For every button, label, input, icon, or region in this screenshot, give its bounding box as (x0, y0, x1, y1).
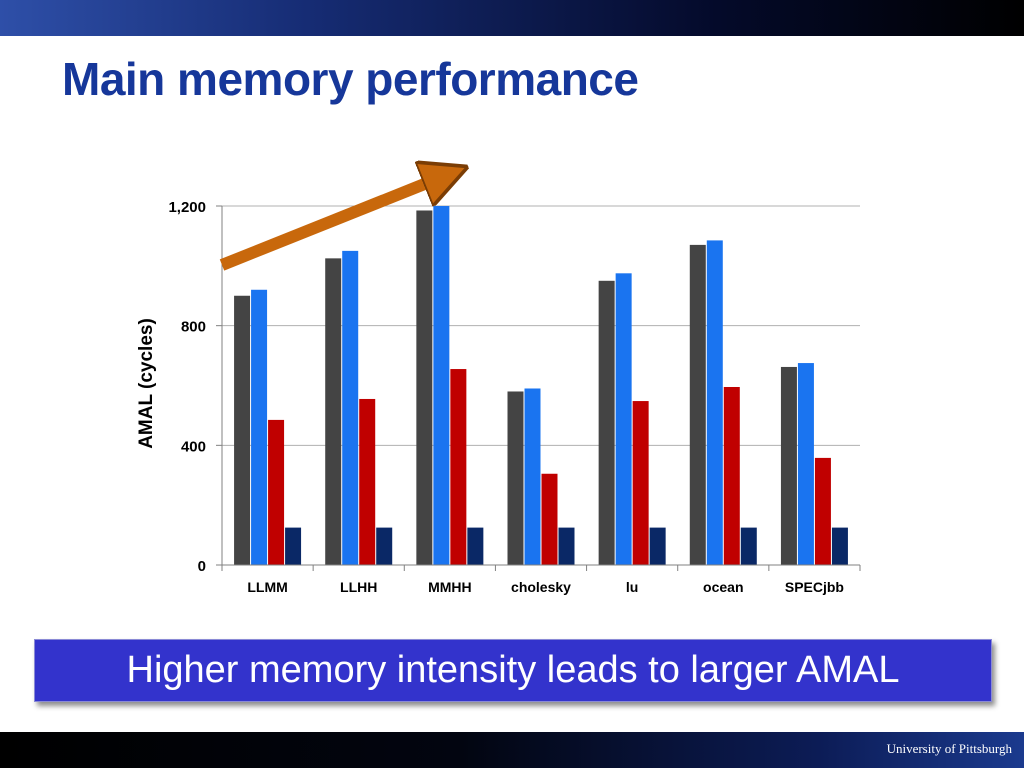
bar-ocean-s2 (706, 240, 723, 565)
footer-institution: University of Pittsburgh (886, 741, 1012, 756)
bar-LLHH-s2 (342, 250, 359, 565)
bar-ocean-s4 (740, 527, 757, 565)
x-tick-label: lu (626, 579, 638, 595)
bar-ocean-s3 (723, 386, 740, 565)
y-axis-label: AMAL (cycles) (136, 318, 157, 449)
bar-LLMM-s3 (268, 419, 285, 565)
x-tick-label: SPECjbb (785, 579, 844, 595)
y-tick-label: 1,200 (168, 199, 206, 216)
bar-lu-s1 (598, 280, 615, 565)
x-tick-label: MMHH (428, 579, 472, 595)
bar-MMHH-s2 (433, 206, 450, 565)
bar-LLMM-s4 (285, 527, 302, 565)
bar-MMHH-s1 (416, 210, 433, 566)
y-tick-labels: 0 400 800 1,200 (168, 199, 206, 575)
bar-LLHH-s4 (376, 527, 393, 565)
bottom-banner: University of Pittsburgh (0, 732, 1024, 768)
bar-lu-s4 (649, 527, 666, 565)
bar-lu-s3 (632, 401, 649, 565)
x-tick-labels: LLMM LLHH MMHH cholesky lu ocean SPECjbb (247, 579, 844, 595)
x-tick-label: cholesky (511, 579, 571, 595)
y-tick-label: 0 (198, 558, 206, 575)
bar-LLMM-s2 (251, 289, 268, 565)
bar-ocean-s1 (689, 244, 706, 565)
grid-lines (222, 205, 860, 446)
bar-cholesky-s4 (558, 527, 575, 565)
slide-title: Main memory performance (62, 53, 639, 105)
amal-bar-chart: 0 400 800 1,200 LLMM LLHH MMHH cholesky lu ocean… (136, 0, 861, 595)
bar-SPECjbb-s3 (814, 457, 831, 565)
bar-LLHH-s3 (359, 398, 376, 565)
bar-SPECjbb-s2 (797, 363, 814, 565)
trend-arrow-icon (219, 179, 437, 271)
axes (216, 205, 861, 571)
bar-SPECjbb-s4 (831, 527, 848, 565)
x-tick-label: ocean (703, 579, 743, 595)
y-tick-label: 400 (181, 438, 206, 455)
bar-cholesky-s2 (524, 388, 541, 565)
bars (234, 206, 848, 566)
callout-text: Higher memory intensity leads to larger … (126, 649, 900, 691)
bar-lu-s2 (615, 273, 632, 565)
bar-LLHH-s1 (325, 258, 342, 565)
callout-box: Higher memory intensity leads to larger … (34, 639, 992, 702)
bar-cholesky-s3 (541, 473, 558, 565)
bar-MMHH-s3 (450, 369, 467, 565)
x-tick-label: LLHH (340, 579, 377, 595)
top-banner (0, 0, 1024, 36)
x-tick-label: LLMM (247, 579, 287, 595)
bar-MMHH-s4 (467, 527, 484, 565)
bar-SPECjbb-s1 (780, 366, 797, 565)
bar-LLMM-s1 (234, 295, 251, 565)
bar-cholesky-s1 (507, 391, 524, 565)
y-tick-label: 800 (181, 319, 206, 336)
